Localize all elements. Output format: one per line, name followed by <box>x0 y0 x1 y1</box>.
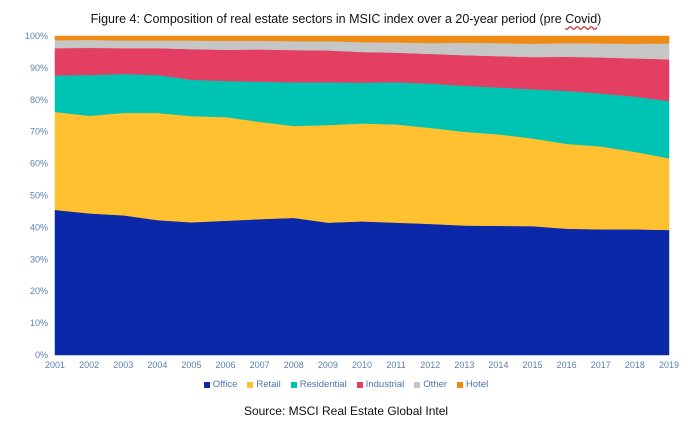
x-tick-label: 2013 <box>454 360 474 370</box>
legend-label: Residential <box>299 379 347 390</box>
legend-item-retail: Retail <box>247 379 281 390</box>
x-tick-label: 2005 <box>181 360 201 370</box>
legend-label: Office <box>212 379 238 390</box>
x-tick-label: 2010 <box>352 360 372 370</box>
chart-title: Figure 4: Composition of real estate sec… <box>0 12 692 26</box>
legend-item-office: Office <box>203 379 238 390</box>
chart-title-underlined-word: Covid <box>565 12 598 26</box>
y-tick-label: 90% <box>30 63 48 73</box>
y-tick-label: 50% <box>30 191 48 201</box>
x-tick-label: 2009 <box>318 360 338 370</box>
legend-swatch <box>414 381 421 388</box>
x-tick-label: 2015 <box>523 360 543 370</box>
legend-swatch <box>356 381 363 388</box>
x-tick-label: 2011 <box>386 360 405 370</box>
legend-item-hotel: Hotel <box>457 379 488 390</box>
y-tick-label: 20% <box>30 286 48 296</box>
legend-label: Other <box>423 379 448 390</box>
y-tick-label: 40% <box>30 222 48 232</box>
x-tick-label: 2004 <box>147 360 167 370</box>
x-tick-label: 2008 <box>284 360 304 370</box>
legend-label: Hotel <box>466 379 489 390</box>
y-tick-label: 10% <box>30 318 48 328</box>
legend-swatch <box>203 381 210 388</box>
y-axis-ticks: 0% 10% 20% 30% 40% 50% 60% 70% 80% 90% 100% <box>25 31 48 360</box>
x-tick-label: 2002 <box>79 360 99 370</box>
chart-legend: Office Retail Residential Industrial Other Ho… <box>0 379 692 390</box>
legend-item-other: Other <box>414 379 447 390</box>
area-hotel <box>54 35 670 44</box>
legend-swatch <box>290 381 297 388</box>
x-tick-label: 2012 <box>420 360 440 370</box>
y-tick-label: 100% <box>25 31 48 41</box>
y-tick-label: 30% <box>30 254 48 264</box>
legend-item-industrial: Industrial <box>356 379 405 390</box>
source-caption: Source: MSCI Real Estate Global Intel <box>243 404 449 418</box>
legend-label: Industrial <box>365 379 405 390</box>
x-tick-label: 2016 <box>557 360 577 370</box>
y-tick-label: 80% <box>30 95 48 105</box>
x-tick-label: 2018 <box>625 360 645 370</box>
area-office <box>54 209 670 356</box>
area-layers <box>54 35 670 356</box>
x-tick-label: 2017 <box>591 360 611 370</box>
x-tick-label: 2007 <box>250 360 270 370</box>
legend-label: Retail <box>256 379 281 390</box>
x-tick-label: 2003 <box>113 360 133 370</box>
x-tick-label: 2001 <box>45 360 65 370</box>
chart-title-suffix: ) <box>597 12 602 26</box>
x-tick-label: 2019 <box>659 360 679 370</box>
chart-title-prefix: Figure 4: Composition of real estate sec… <box>90 12 566 26</box>
y-tick-label: 70% <box>30 127 48 137</box>
x-tick-label: 2006 <box>216 360 236 370</box>
legend-swatch <box>457 381 464 388</box>
x-tick-label: 2014 <box>488 360 508 370</box>
x-axis-ticks: 2001 2002 2003 2004 2005 2006 2007 2008 2009 2010… <box>45 360 679 370</box>
legend-item-residential: Residential <box>290 379 347 390</box>
y-tick-label: 60% <box>30 159 48 169</box>
y-tick-label: 0% <box>35 350 48 360</box>
legend-swatch <box>247 381 254 388</box>
